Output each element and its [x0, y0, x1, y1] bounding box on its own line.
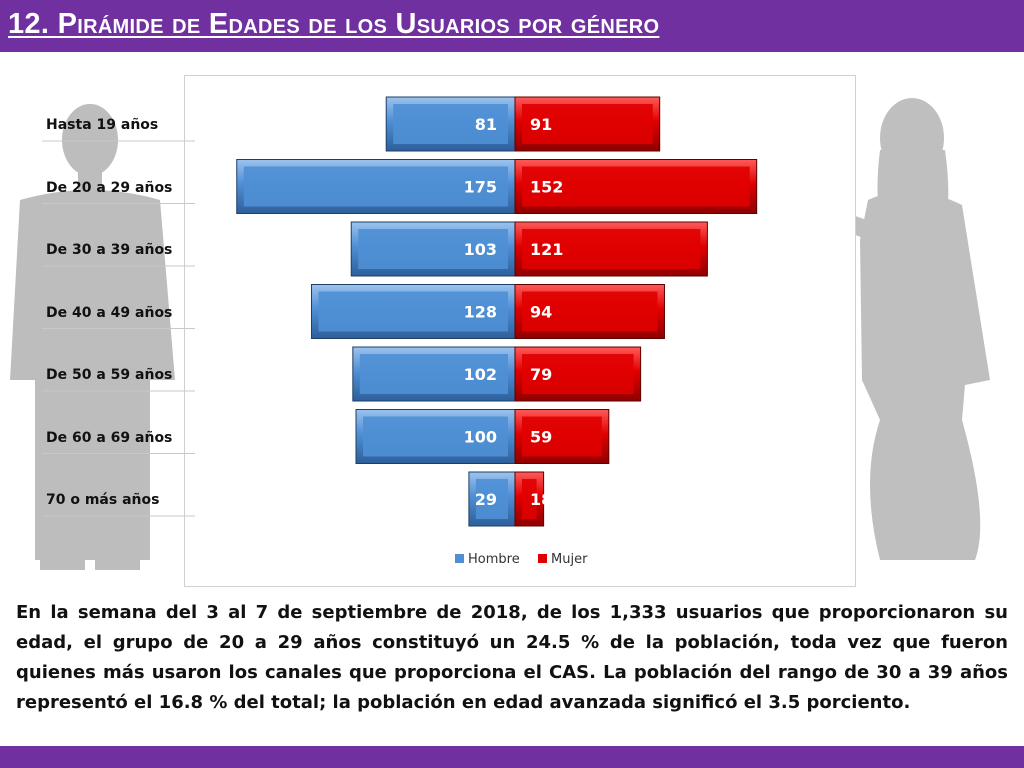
data-label-mujer: 94 [530, 303, 552, 322]
legend-label-mujer: Mujer [551, 552, 588, 567]
bar-mujer-face [522, 229, 701, 269]
data-label-mujer: 121 [530, 240, 563, 259]
bar-hombre-face [363, 416, 508, 457]
bar-mujer-face [522, 166, 750, 207]
bar-hombre-face [318, 291, 508, 332]
data-label-mujer: 18 [530, 490, 552, 509]
bar-mujer-face [522, 416, 602, 457]
page-title: 12. Pirámide de Edades de los Usuarios p… [8, 8, 660, 40]
category-label: De 40 a 49 años [46, 304, 173, 321]
category-label: De 20 a 29 años [46, 179, 173, 196]
category-label: De 30 a 39 años [46, 242, 173, 258]
category-label: 70 o más años [46, 492, 160, 508]
bar-mujer-face [522, 479, 537, 519]
data-label-hombre: 29 [475, 490, 497, 509]
data-label-mujer: 91 [530, 115, 552, 134]
data-label-hombre: 81 [475, 115, 497, 134]
data-label-hombre: 128 [464, 303, 497, 322]
data-label-hombre: 102 [464, 365, 497, 384]
bar-hombre-face [243, 166, 508, 207]
legend-swatch-mujer [538, 554, 547, 563]
data-label-hombre: 103 [464, 240, 497, 259]
bottom-bar [0, 746, 1024, 768]
legend-swatch-hombre [455, 554, 464, 563]
data-label-mujer: 152 [530, 178, 563, 197]
bar-hombre-face [393, 104, 508, 144]
category-label: De 60 a 69 años [46, 429, 173, 446]
data-label-mujer: 59 [530, 428, 552, 447]
data-label-hombre: 175 [464, 178, 497, 197]
data-label-hombre: 100 [464, 428, 497, 447]
category-label: Hasta 19 años [46, 117, 159, 133]
data-label-mujer: 79 [530, 365, 552, 384]
legend-label-hombre: Hombre [468, 552, 520, 567]
bar-mujer-face [522, 104, 653, 144]
bar-hombre-face [359, 354, 508, 394]
summary-paragraph: En la semana del 3 al 7 de septiembre de… [16, 602, 1008, 713]
bar-mujer-face [522, 291, 658, 332]
bar-mujer-face [522, 354, 634, 394]
title-bar: 12. Pirámide de Edades de los Usuarios p… [0, 0, 1024, 52]
bar-hombre-face [358, 229, 508, 269]
bar-hombre-face [475, 479, 508, 519]
category-label: De 50 a 59 años [46, 367, 173, 383]
